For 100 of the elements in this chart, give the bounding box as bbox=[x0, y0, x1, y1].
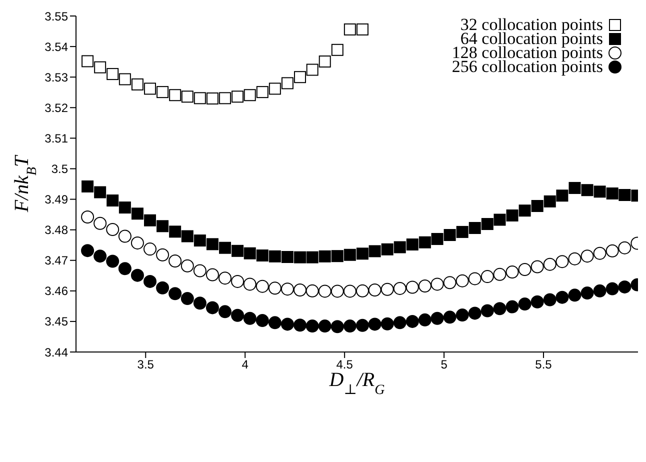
point bbox=[131, 78, 144, 90]
point bbox=[380, 317, 394, 330]
point bbox=[280, 318, 294, 331]
point bbox=[130, 268, 144, 282]
point bbox=[169, 226, 182, 238]
point bbox=[194, 234, 206, 247]
point bbox=[144, 274, 157, 288]
point bbox=[180, 292, 194, 306]
point bbox=[232, 90, 244, 103]
point bbox=[431, 232, 444, 245]
point bbox=[568, 288, 582, 302]
point bbox=[118, 202, 131, 214]
point bbox=[418, 313, 432, 326]
point bbox=[368, 283, 382, 296]
point bbox=[406, 238, 418, 250]
point bbox=[380, 282, 394, 296]
point bbox=[206, 301, 219, 314]
point bbox=[393, 282, 406, 295]
point bbox=[394, 241, 406, 254]
point bbox=[618, 280, 632, 294]
point bbox=[581, 184, 594, 196]
point bbox=[506, 209, 518, 222]
point bbox=[243, 312, 256, 325]
point bbox=[480, 304, 494, 318]
point bbox=[606, 187, 618, 200]
point bbox=[381, 243, 394, 256]
y-tick-label: 3.47 bbox=[44, 254, 68, 268]
point bbox=[294, 318, 307, 332]
point bbox=[518, 204, 531, 217]
point bbox=[430, 278, 444, 291]
x-axis-title: D$_{⊥}$/R$_{G}$ bbox=[328, 369, 385, 398]
point bbox=[356, 23, 368, 36]
point bbox=[556, 290, 569, 304]
point bbox=[118, 230, 132, 243]
point bbox=[82, 180, 94, 192]
point bbox=[480, 270, 494, 284]
point bbox=[443, 276, 456, 290]
point bbox=[393, 316, 406, 330]
point bbox=[144, 242, 157, 256]
point bbox=[218, 272, 232, 285]
point bbox=[244, 247, 256, 260]
point bbox=[156, 281, 170, 294]
point bbox=[580, 286, 594, 300]
point bbox=[594, 186, 606, 198]
point bbox=[94, 186, 106, 198]
point bbox=[518, 263, 532, 276]
point bbox=[306, 284, 319, 298]
point bbox=[206, 268, 219, 282]
point bbox=[106, 223, 120, 236]
point bbox=[144, 82, 156, 95]
point bbox=[544, 195, 556, 208]
point bbox=[218, 305, 232, 318]
point bbox=[94, 216, 107, 230]
point bbox=[343, 284, 356, 298]
point bbox=[618, 188, 631, 201]
point bbox=[294, 251, 306, 264]
point bbox=[294, 283, 307, 296]
point bbox=[606, 282, 619, 296]
point bbox=[418, 280, 432, 293]
point bbox=[193, 296, 206, 310]
point bbox=[181, 230, 194, 242]
point bbox=[543, 293, 556, 306]
point bbox=[606, 244, 619, 258]
point bbox=[193, 264, 206, 278]
point bbox=[343, 320, 356, 333]
point bbox=[281, 251, 294, 264]
point bbox=[406, 314, 419, 328]
point bbox=[543, 258, 556, 271]
point bbox=[231, 308, 244, 322]
point bbox=[531, 200, 544, 212]
point bbox=[530, 295, 544, 308]
point bbox=[331, 44, 344, 56]
point bbox=[118, 73, 131, 86]
point bbox=[356, 248, 368, 260]
point bbox=[156, 86, 169, 98]
point bbox=[156, 248, 170, 262]
point bbox=[593, 246, 606, 260]
point bbox=[306, 64, 318, 76]
point bbox=[494, 214, 506, 226]
point bbox=[281, 77, 294, 90]
y-tick-label: 3.45 bbox=[44, 314, 68, 329]
point bbox=[443, 310, 456, 324]
point bbox=[456, 226, 468, 238]
point bbox=[219, 92, 232, 104]
point bbox=[593, 284, 606, 298]
point bbox=[244, 89, 256, 102]
point bbox=[206, 92, 218, 104]
x-tick-label: 5 bbox=[440, 358, 448, 372]
point bbox=[268, 316, 282, 330]
y-tick-label: 3.46 bbox=[44, 284, 68, 298]
point bbox=[256, 314, 269, 328]
y-tick-label: 3.48 bbox=[44, 223, 68, 238]
point bbox=[356, 284, 369, 298]
point bbox=[294, 71, 306, 84]
point bbox=[368, 318, 382, 331]
point bbox=[356, 318, 369, 332]
point bbox=[456, 274, 469, 288]
point bbox=[82, 55, 94, 68]
point bbox=[180, 259, 194, 272]
point bbox=[168, 287, 182, 300]
